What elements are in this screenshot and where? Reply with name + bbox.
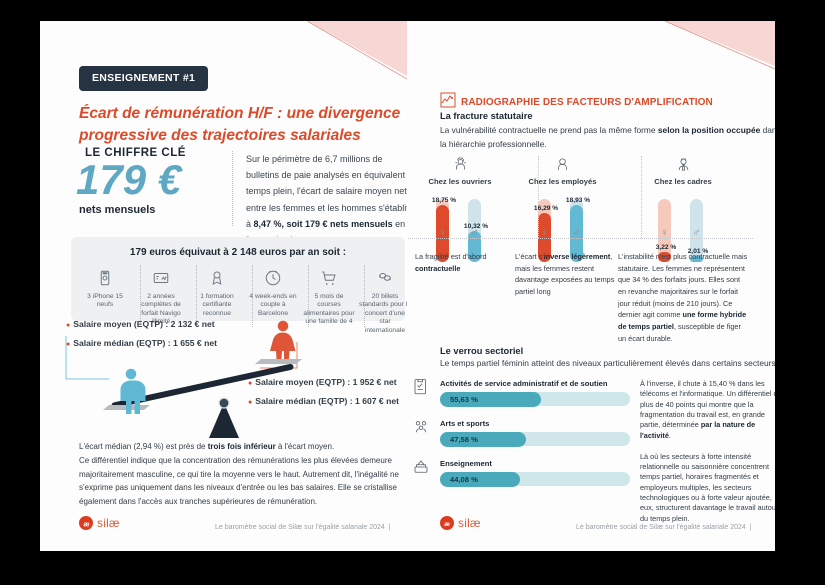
svg-text:æ: æ xyxy=(83,522,89,529)
svg-text:æ: æ xyxy=(444,521,450,528)
